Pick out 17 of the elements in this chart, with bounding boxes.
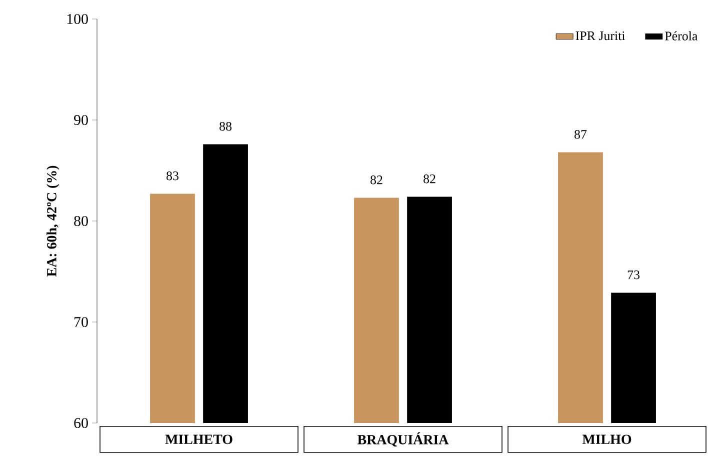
y-tick-label: 100: [67, 14, 88, 24]
data-label: 87: [574, 130, 587, 139]
legend-label: Pérola: [664, 31, 698, 40]
x-tick-label: BRAQUIÁRIA: [358, 432, 449, 446]
data-label: 82: [424, 174, 436, 184]
y-tick-label: 60: [74, 418, 88, 428]
y-tick-label: 90: [74, 114, 88, 126]
x-tick-label: MILHETO: [165, 434, 232, 444]
data-label: 73: [628, 270, 640, 280]
data-label: 88: [220, 122, 232, 131]
data-label: 82: [370, 176, 382, 184]
y-axis-title: EA: 60h, 42ºC (%): [46, 166, 60, 277]
data-label: 83: [166, 171, 178, 180]
y-tick-label: 80: [74, 216, 88, 226]
legend-label: IPR Juriti: [576, 31, 626, 40]
x-tick-label: MILHO: [582, 434, 632, 444]
y-tick-label: 70: [74, 316, 88, 328]
